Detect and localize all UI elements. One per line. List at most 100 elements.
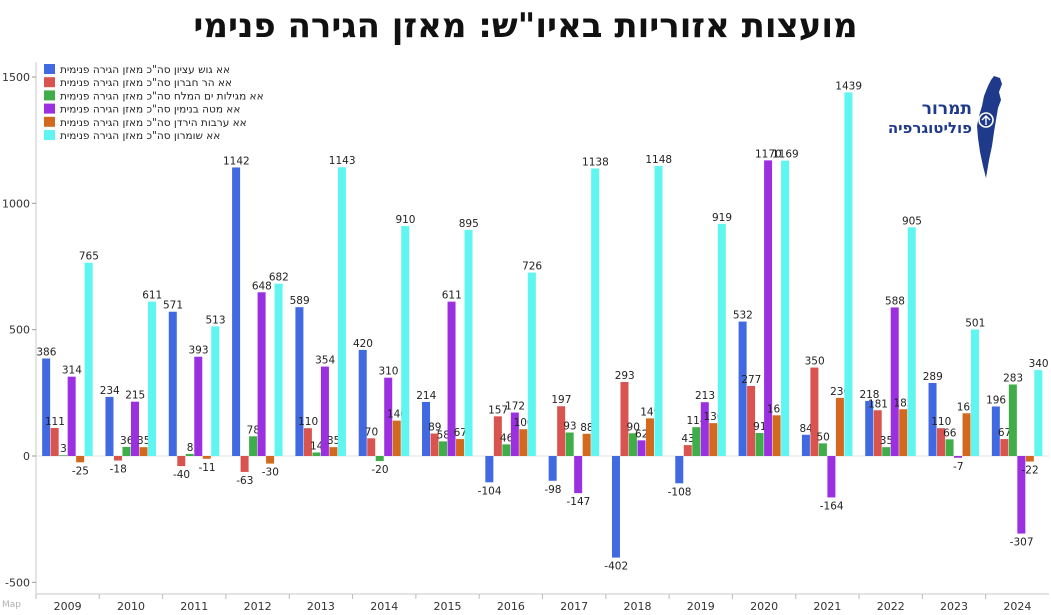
data-label: 157 bbox=[488, 404, 508, 416]
data-label: 110 bbox=[931, 416, 951, 428]
bar bbox=[42, 358, 51, 456]
bar bbox=[447, 301, 456, 456]
data-label: 726 bbox=[522, 261, 542, 273]
data-label: 314 bbox=[62, 365, 82, 377]
bar bbox=[873, 410, 882, 456]
data-label: 181 bbox=[868, 398, 888, 410]
bar bbox=[1008, 384, 1017, 456]
bar bbox=[59, 455, 68, 456]
data-label: 1142 bbox=[223, 155, 250, 167]
bar bbox=[582, 433, 591, 456]
legend-label: אא גוש עציון סה"כ מאזן הגירה פנימית bbox=[60, 64, 230, 76]
legend-swatch bbox=[44, 77, 55, 88]
legend-label: אא ערבות הירדן סה"כ מאזן הגירה פנימית bbox=[60, 117, 247, 129]
data-label: 197 bbox=[551, 394, 571, 406]
y-tick-label: 500 bbox=[9, 324, 30, 337]
bar bbox=[337, 167, 346, 456]
logo-text: תמרור פוליטוגרפיה bbox=[872, 100, 972, 138]
data-label: 43 bbox=[681, 433, 694, 445]
data-label: 513 bbox=[206, 314, 226, 326]
data-label: 1148 bbox=[645, 154, 672, 166]
y-tick-label: -500 bbox=[5, 576, 30, 589]
bar bbox=[1000, 439, 1009, 456]
legend-swatch bbox=[44, 130, 55, 140]
bar bbox=[907, 227, 916, 456]
chart-title: מועצות אזוריות באיו"ש: מאזן הגירה פנימי bbox=[193, 6, 858, 46]
bar bbox=[122, 446, 131, 456]
data-label: 895 bbox=[459, 218, 479, 230]
bar bbox=[971, 329, 980, 456]
bar bbox=[801, 434, 810, 456]
bar bbox=[84, 262, 93, 456]
data-label: -20 bbox=[371, 464, 388, 476]
bar bbox=[510, 412, 519, 456]
data-label: -307 bbox=[1010, 537, 1034, 549]
bar bbox=[628, 433, 637, 456]
bar bbox=[430, 433, 439, 456]
bar bbox=[865, 400, 874, 456]
bar bbox=[527, 272, 536, 456]
bar bbox=[249, 436, 258, 456]
bar bbox=[50, 427, 59, 456]
data-label: 532 bbox=[733, 310, 753, 322]
data-label: 420 bbox=[353, 338, 373, 350]
bar bbox=[945, 439, 954, 456]
data-label: 78 bbox=[247, 424, 260, 436]
data-label: 340 bbox=[1029, 358, 1049, 370]
bar bbox=[810, 367, 819, 456]
y-tick-label: 0 bbox=[23, 450, 30, 463]
bar bbox=[755, 433, 764, 456]
x-tick-label: 2024 bbox=[1003, 600, 1031, 613]
data-label: 58 bbox=[437, 429, 450, 441]
data-label: 1169 bbox=[772, 149, 799, 161]
data-label: -22 bbox=[1022, 465, 1039, 477]
data-label: 277 bbox=[741, 374, 761, 386]
legend-swatch bbox=[44, 103, 55, 114]
bar bbox=[954, 456, 963, 458]
data-label: 611 bbox=[442, 290, 462, 302]
bar bbox=[1034, 370, 1043, 456]
bar bbox=[240, 456, 249, 472]
x-tick-label: 2015 bbox=[434, 600, 462, 613]
bar bbox=[105, 396, 114, 456]
data-label: 648 bbox=[252, 280, 272, 292]
data-label: 214 bbox=[416, 390, 436, 402]
data-label: 283 bbox=[1003, 372, 1023, 384]
data-label: -7 bbox=[953, 461, 963, 473]
data-label: 682 bbox=[269, 272, 289, 284]
bar bbox=[654, 165, 663, 456]
data-label: 84 bbox=[799, 423, 813, 435]
data-label: 393 bbox=[189, 345, 209, 357]
bar bbox=[168, 311, 177, 456]
x-tick-label: 2023 bbox=[940, 600, 968, 613]
bar bbox=[367, 438, 376, 456]
data-label: 8 bbox=[187, 442, 194, 454]
bar bbox=[257, 292, 266, 456]
bar bbox=[422, 401, 431, 456]
data-label: -147 bbox=[566, 496, 590, 508]
x-tick-label: 2020 bbox=[750, 600, 778, 613]
bar bbox=[320, 366, 329, 456]
bar bbox=[991, 406, 1000, 456]
bar bbox=[67, 376, 76, 456]
data-label: 215 bbox=[125, 390, 145, 402]
legend-swatch bbox=[44, 116, 55, 127]
bar bbox=[747, 386, 756, 456]
data-label: 90 bbox=[627, 421, 640, 433]
bar bbox=[519, 429, 528, 456]
bar bbox=[937, 428, 946, 456]
bar bbox=[375, 456, 384, 462]
bar bbox=[139, 447, 148, 456]
data-label: 3 bbox=[60, 443, 67, 455]
bar bbox=[401, 226, 410, 456]
data-label: 589 bbox=[290, 295, 310, 307]
bar bbox=[147, 301, 156, 456]
data-label: 93 bbox=[563, 421, 576, 433]
data-label: 910 bbox=[395, 214, 415, 226]
data-label: 350 bbox=[805, 356, 825, 368]
bar bbox=[464, 229, 473, 456]
data-label: 611 bbox=[142, 290, 162, 302]
bar bbox=[709, 423, 718, 456]
data-label: 89 bbox=[428, 422, 441, 434]
data-label: 35 bbox=[327, 435, 340, 447]
